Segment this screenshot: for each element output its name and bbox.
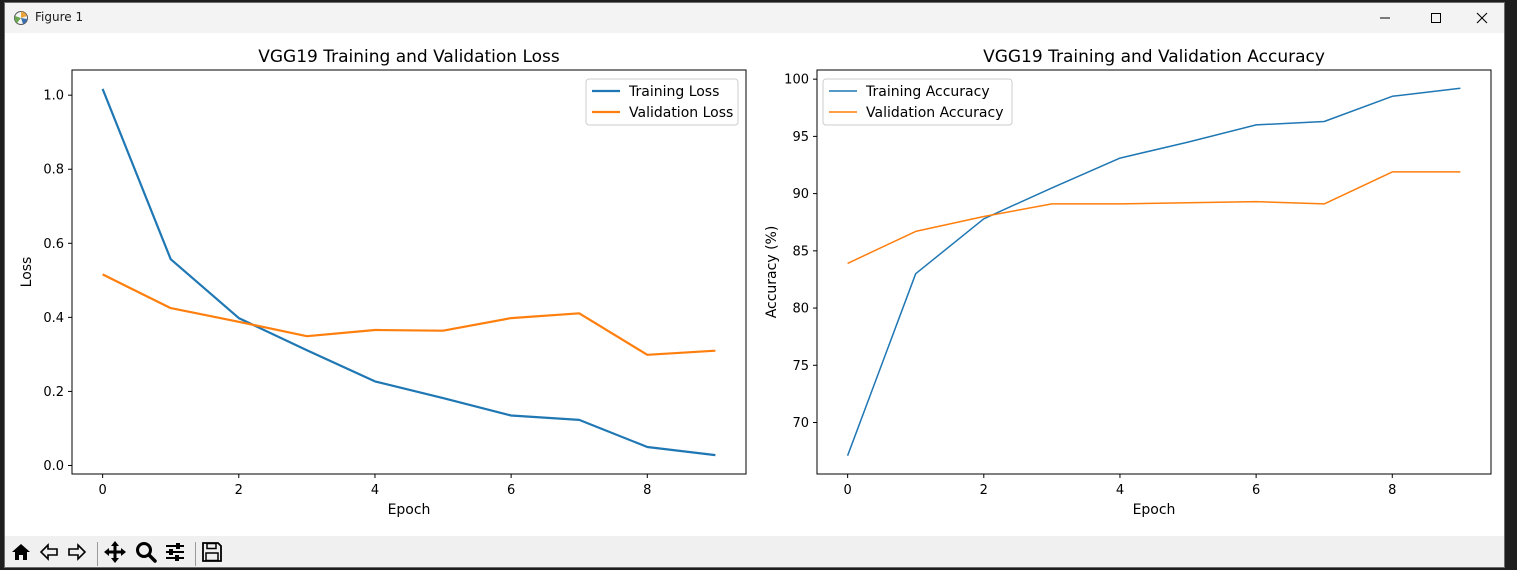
home-button[interactable] (8, 541, 34, 567)
y-tick-label: 1.0 (43, 89, 64, 104)
y-tick-label: 0.6 (43, 237, 64, 252)
x-tick-label: 4 (371, 483, 379, 498)
y-tick-label: 0.4 (43, 311, 64, 326)
chart-title: VGG19 Training and Validation Accuracy (983, 47, 1325, 67)
y-tick-label: 95 (792, 130, 809, 145)
x-tick-label: 6 (1252, 483, 1260, 498)
y-tick-label: 80 (792, 302, 809, 317)
forward-button[interactable] (64, 541, 90, 567)
y-tick-label: 100 (784, 73, 809, 88)
axes-frame (816, 69, 1492, 475)
forward-arrow-icon (66, 541, 88, 567)
x-tick-label: 2 (235, 483, 243, 498)
zoom-button[interactable] (133, 541, 159, 567)
legend-label: Training Loss (628, 84, 719, 100)
y-axis-label: Accuracy (%) (764, 226, 780, 319)
x-axis-label: Epoch (388, 502, 431, 518)
matplotlib-icon (13, 10, 29, 26)
home-icon (10, 541, 32, 567)
series-line (101, 88, 716, 457)
x-tick-label: 2 (980, 483, 988, 498)
series-line (847, 171, 1461, 265)
y-tick-label: 75 (792, 359, 809, 374)
configure-subplots-button[interactable] (162, 541, 188, 567)
y-tick-label: 0.0 (43, 459, 64, 474)
series-line (102, 273, 716, 356)
figure-canvas: VGG19 Training and Validation Loss 0 2 4 6 8 0… (5, 33, 1504, 536)
maximize-button[interactable] (1413, 3, 1459, 33)
zoom-icon (134, 540, 158, 567)
back-arrow-icon (38, 541, 60, 567)
configure-subplots-icon (163, 540, 187, 567)
pan-icon (103, 540, 127, 567)
y-axis-label: Loss (19, 257, 35, 288)
y-tick-label: 0.2 (43, 385, 64, 400)
title-bar: Figure 1 (5, 3, 1504, 33)
chart-title: VGG19 Training and Validation Loss (258, 47, 560, 67)
x-tick-label: 6 (507, 483, 515, 498)
close-button[interactable] (1459, 3, 1504, 33)
legend-label: Validation Loss (629, 105, 733, 121)
y-tick-label: 0.8 (43, 163, 64, 178)
figure-window: Figure 1 VGG19 Training and Validation L… (4, 2, 1505, 568)
x-tick-label: 4 (1116, 483, 1124, 498)
pan-button[interactable] (102, 541, 128, 567)
legend-label: Validation Accuracy (866, 105, 1004, 121)
x-tick-label: 8 (1388, 483, 1396, 498)
x-tick-label: 0 (98, 483, 106, 498)
minimize-button[interactable] (1362, 3, 1408, 33)
back-button[interactable] (36, 541, 62, 567)
x-tick-label: 8 (643, 483, 651, 498)
navigation-toolbar (5, 536, 1504, 567)
axes-frame (71, 69, 747, 475)
y-tick-label: 90 (792, 187, 809, 202)
y-tick-label: 85 (792, 244, 809, 259)
minimize-icon (1379, 9, 1391, 28)
x-tick-label: 0 (843, 483, 851, 498)
toolbar-separator (195, 542, 196, 566)
legend-box (822, 78, 1013, 126)
window-title: Figure 1 (35, 10, 84, 24)
legend-label: Training Accuracy (865, 84, 990, 100)
legend-box (585, 78, 739, 126)
maximize-icon (1430, 9, 1442, 28)
series-line (846, 87, 1461, 456)
close-icon (1476, 9, 1488, 28)
toolbar-separator (97, 542, 98, 566)
save-button[interactable] (199, 541, 225, 567)
x-axis-label: Epoch (1133, 502, 1176, 518)
y-tick-label: 70 (792, 416, 809, 431)
save-icon (201, 541, 223, 567)
